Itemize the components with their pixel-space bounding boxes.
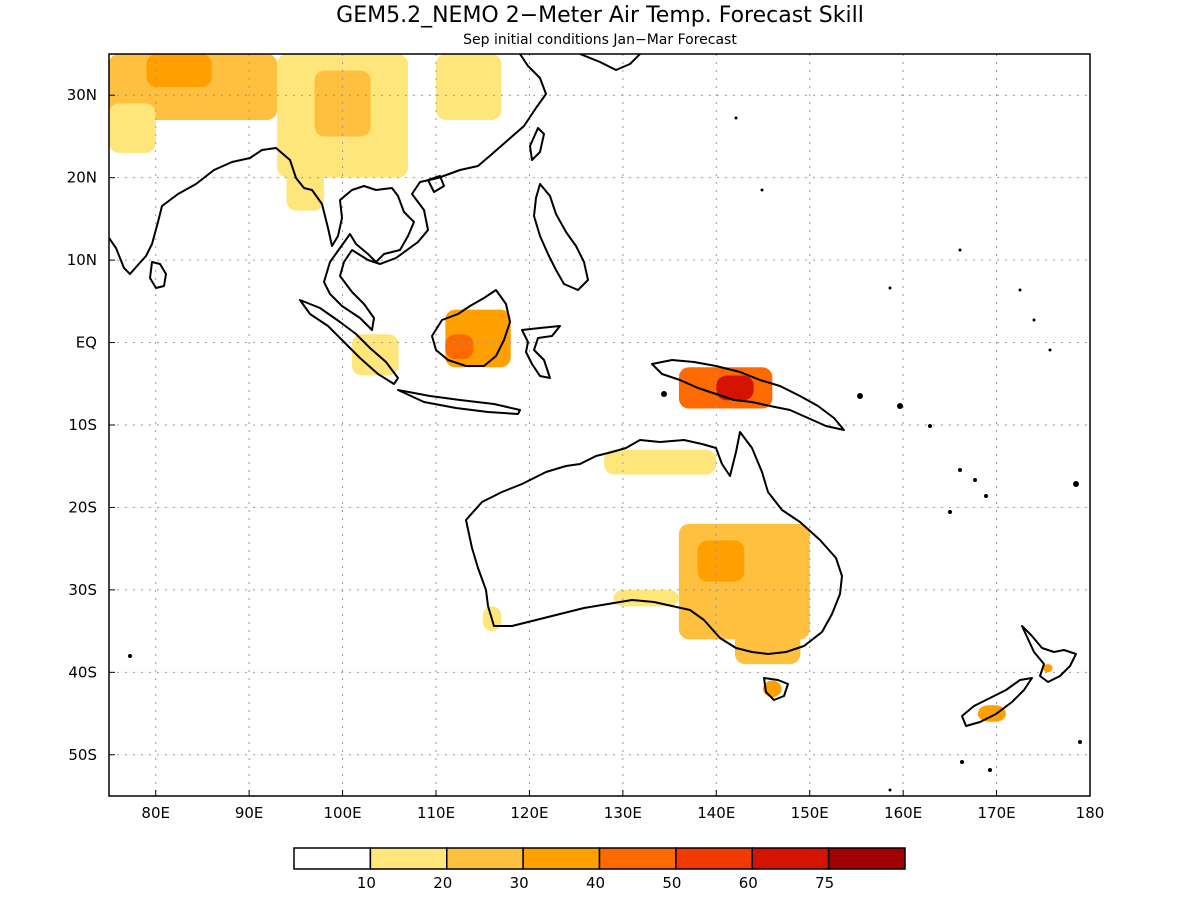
coastline-australia — [465, 431, 843, 655]
island-marker — [661, 391, 667, 397]
island-marker — [973, 478, 977, 482]
coastline-tasmania — [763, 677, 789, 701]
skill-region — [604, 449, 717, 475]
colorbar-swatch — [522, 847, 601, 870]
coastline-philippines — [533, 183, 589, 291]
coastlines — [109, 54, 1082, 792]
colorbar-swatch — [598, 847, 677, 870]
coastline-sumatra — [299, 299, 399, 385]
island-marker — [958, 248, 962, 252]
y-tick-label: EQ — [76, 334, 97, 352]
island-marker — [1078, 740, 1082, 744]
x-tick-label: 120E — [510, 804, 548, 822]
y-tick-label: 10S — [68, 416, 97, 434]
y-tick-label: 30S — [68, 581, 97, 599]
coastline-java — [397, 389, 521, 415]
colorbar-tick-label: 50 — [662, 874, 681, 892]
skill-region — [286, 161, 324, 211]
x-tick-label: 100E — [324, 804, 362, 822]
skill-region — [716, 375, 754, 401]
island-marker — [857, 393, 863, 399]
skill-region — [734, 631, 801, 665]
skill-region — [977, 705, 1006, 722]
skill-region — [697, 540, 745, 582]
colorbar-tick-label: 30 — [510, 874, 529, 892]
colorbar-tick-label: 75 — [815, 874, 834, 892]
island-marker — [888, 788, 892, 792]
y-tick-label: 20S — [68, 498, 97, 516]
island-marker — [1073, 481, 1079, 487]
coastline-hainan — [427, 175, 445, 193]
x-tick-label: 130E — [604, 804, 642, 822]
island-marker — [984, 494, 988, 498]
island-marker — [128, 654, 132, 658]
skill-region — [613, 589, 679, 607]
graticule — [109, 54, 1090, 796]
coastline-sri-lanka — [149, 261, 167, 289]
skill-field — [109, 54, 1053, 722]
colorbar-swatch — [675, 847, 753, 870]
skill-region — [109, 103, 156, 153]
x-tick-label: 80E — [141, 804, 170, 822]
island-marker — [958, 468, 962, 472]
island-marker — [1018, 288, 1022, 292]
x-tick-label: 110E — [417, 804, 455, 822]
map-area — [109, 54, 1090, 796]
x-tick-label: 90E — [235, 804, 264, 822]
coastline-asia — [109, 54, 547, 331]
x-tick-label: 140E — [697, 804, 735, 822]
island-marker — [1032, 318, 1036, 322]
skill-region — [1043, 664, 1053, 673]
skill-region — [445, 334, 474, 360]
chart-subtitle: Sep initial conditions Jan−Mar Forecast — [463, 32, 737, 48]
colorbar-tick-label: 20 — [433, 874, 452, 892]
colorbar-tick-label: 60 — [739, 874, 758, 892]
island-marker — [734, 116, 738, 120]
coastline-sulawesi — [521, 325, 561, 379]
colorbar-swatch — [293, 847, 372, 870]
chart-title: GEM5.2_NEMO 2−Meter Air Temp. Forecast S… — [336, 3, 864, 28]
colorbar-swatch — [827, 847, 906, 870]
x-tick-label: 170E — [978, 804, 1016, 822]
skill-region — [146, 54, 212, 87]
colorbar-tick-label: 40 — [586, 874, 605, 892]
skill-region — [351, 334, 399, 376]
colorbar-tick-label: 10 — [357, 874, 376, 892]
skill-region — [678, 523, 810, 640]
x-tick-label: 180 — [1076, 804, 1105, 822]
coastline-new-zealand-south — [961, 677, 1033, 727]
island-marker — [928, 424, 932, 428]
coastline-taiwan — [529, 127, 545, 161]
coastline-borneo — [431, 289, 511, 367]
y-tick-label: 10N — [67, 251, 97, 269]
colorbar-swatch — [369, 847, 448, 870]
x-tick-label: 150E — [791, 804, 829, 822]
coastline-new-guinea — [651, 359, 845, 431]
skill-region — [436, 54, 502, 120]
island-marker — [948, 510, 952, 514]
y-tick-label: 20N — [67, 169, 97, 187]
island-marker — [760, 188, 764, 192]
island-marker — [897, 403, 903, 409]
colorbar: 10 20 30 40 50 60 75 — [293, 847, 906, 892]
y-tick-label: 50S — [68, 746, 97, 764]
coastline-new-zealand-north — [1021, 625, 1077, 683]
island-marker — [960, 760, 964, 764]
coastline-japan — [579, 54, 641, 71]
colorbar-swatch — [751, 847, 830, 870]
colorbar-swatch — [446, 847, 524, 870]
skill-region — [109, 62, 147, 104]
x-tick-label: 160E — [884, 804, 922, 822]
island-marker — [1048, 348, 1052, 352]
island-marker — [988, 768, 992, 772]
axis-tick-labels: 80E 90E 100E 110E 120E 130E 140E 150E 160E 170E 18… — [67, 86, 1105, 822]
island-marker — [888, 286, 892, 290]
y-tick-label: 30N — [67, 86, 97, 104]
y-tick-label: 40S — [68, 663, 97, 681]
